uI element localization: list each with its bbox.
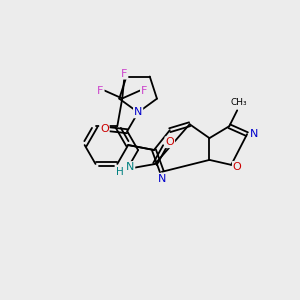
Text: N: N bbox=[250, 129, 258, 139]
Text: N: N bbox=[126, 162, 134, 172]
Text: O: O bbox=[233, 162, 242, 172]
Text: O: O bbox=[100, 124, 109, 134]
Text: F: F bbox=[97, 85, 104, 95]
Text: H: H bbox=[116, 167, 124, 177]
Text: O: O bbox=[165, 137, 174, 147]
Text: F: F bbox=[141, 85, 147, 95]
Text: F: F bbox=[121, 69, 127, 79]
Text: CH₃: CH₃ bbox=[231, 98, 247, 107]
Text: N: N bbox=[158, 174, 166, 184]
Text: N: N bbox=[134, 107, 142, 117]
